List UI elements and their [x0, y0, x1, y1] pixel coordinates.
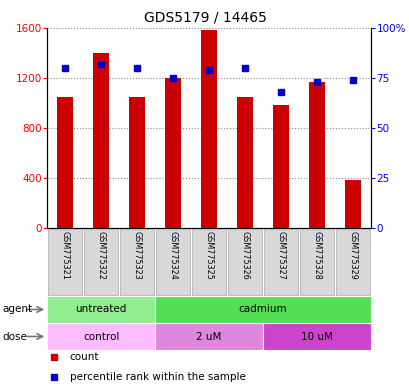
Text: GSM775327: GSM775327: [276, 232, 285, 280]
Bar: [299, 229, 334, 295]
Text: GDS5179 / 14465: GDS5179 / 14465: [143, 10, 266, 24]
Text: GSM775323: GSM775323: [132, 232, 141, 280]
Text: dose: dose: [2, 331, 27, 341]
Bar: [129, 97, 145, 228]
Bar: [272, 106, 288, 228]
Bar: [227, 229, 262, 295]
Bar: [263, 229, 298, 295]
Bar: [236, 97, 253, 228]
Text: GSM775328: GSM775328: [312, 232, 321, 280]
Bar: [308, 82, 324, 228]
Text: count: count: [70, 353, 99, 362]
Bar: [47, 323, 155, 350]
Text: untreated: untreated: [75, 305, 126, 314]
Bar: [200, 30, 217, 228]
Bar: [93, 53, 109, 228]
Bar: [155, 296, 370, 323]
Bar: [47, 296, 155, 323]
Bar: [335, 229, 369, 295]
Text: GSM775321: GSM775321: [61, 232, 70, 280]
Text: control: control: [83, 331, 119, 341]
Bar: [263, 323, 370, 350]
Bar: [48, 229, 82, 295]
Bar: [155, 323, 263, 350]
Text: GSM775325: GSM775325: [204, 232, 213, 280]
Text: 10 uM: 10 uM: [300, 331, 332, 341]
Bar: [344, 180, 360, 228]
Text: cadmium: cadmium: [238, 305, 287, 314]
Text: GSM775326: GSM775326: [240, 232, 249, 280]
Text: GSM775322: GSM775322: [97, 232, 106, 280]
Bar: [164, 78, 181, 228]
Bar: [83, 229, 118, 295]
Text: 2 uM: 2 uM: [196, 331, 221, 341]
Text: percentile rank within the sample: percentile rank within the sample: [70, 372, 245, 382]
Text: GSM775329: GSM775329: [348, 232, 357, 280]
Bar: [155, 229, 190, 295]
Text: GSM775324: GSM775324: [168, 232, 177, 280]
Bar: [119, 229, 154, 295]
Bar: [57, 97, 73, 228]
Text: agent: agent: [2, 305, 32, 314]
Bar: [191, 229, 226, 295]
